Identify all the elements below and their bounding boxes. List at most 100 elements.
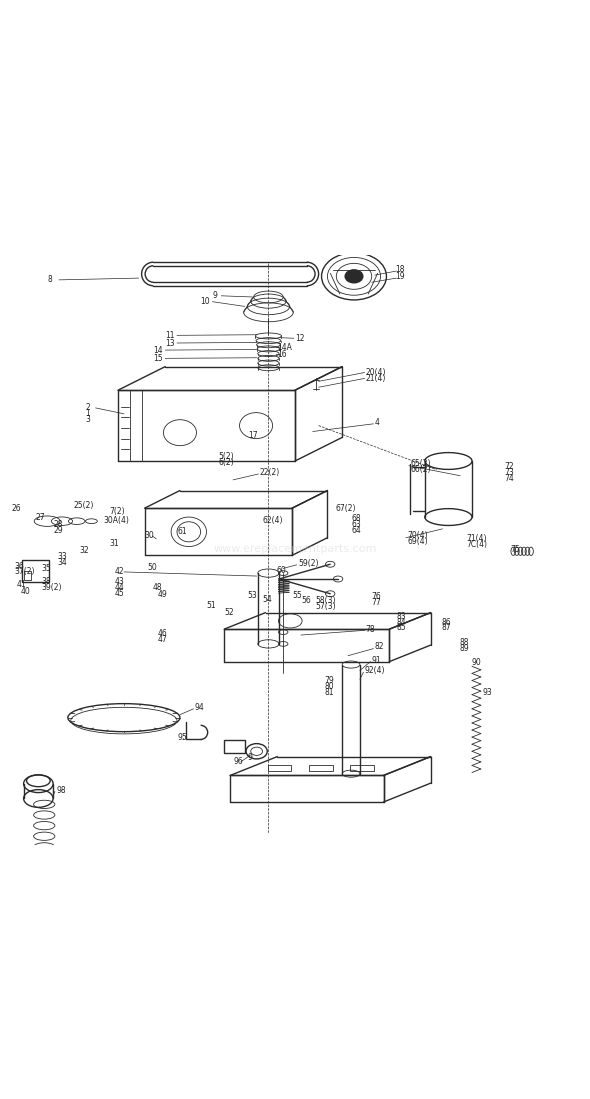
Text: 13: 13	[165, 338, 175, 347]
Text: 6(2): 6(2)	[218, 457, 234, 467]
Text: 51: 51	[206, 601, 216, 610]
Text: 57(3): 57(3)	[316, 602, 336, 611]
Text: 30: 30	[145, 532, 155, 541]
Text: 16: 16	[277, 351, 287, 359]
Bar	[224, 740, 245, 753]
Text: 71(4): 71(4)	[466, 534, 487, 543]
Text: 46: 46	[158, 629, 168, 637]
Text: 38: 38	[41, 577, 51, 587]
Text: 59(2): 59(2)	[298, 558, 319, 567]
Ellipse shape	[345, 270, 363, 282]
Text: 94: 94	[195, 702, 205, 711]
Text: 44: 44	[115, 584, 125, 592]
Text: 62(4): 62(4)	[263, 515, 283, 524]
Text: 18: 18	[395, 265, 405, 274]
Text: 22(2): 22(2)	[260, 468, 280, 477]
Text: 34: 34	[58, 558, 68, 567]
Text: 9: 9	[212, 291, 217, 300]
Text: 20(4): 20(4)	[366, 368, 386, 377]
Text: 14A: 14A	[277, 343, 292, 352]
Text: 69(4): 69(4)	[407, 537, 428, 546]
Text: 90: 90	[472, 658, 482, 667]
Text: 76: 76	[372, 592, 382, 601]
Text: 93: 93	[483, 688, 493, 697]
Text: 50: 50	[148, 563, 158, 571]
Text: 98: 98	[56, 786, 65, 795]
Text: 1: 1	[86, 409, 90, 419]
Text: 26: 26	[12, 503, 21, 513]
Text: 14: 14	[153, 345, 163, 355]
Text: 3: 3	[86, 415, 90, 424]
Text: 82: 82	[375, 642, 384, 652]
Text: 73: 73	[504, 468, 514, 477]
Text: 35: 35	[41, 564, 51, 573]
Text: 86: 86	[441, 618, 451, 626]
Text: 10: 10	[201, 297, 210, 307]
Text: 85: 85	[396, 623, 406, 632]
Bar	[22, 559, 49, 582]
Text: 83: 83	[396, 612, 406, 621]
Text: 31: 31	[109, 540, 119, 548]
Text: 17: 17	[248, 431, 257, 440]
Text: 7C(4): 7C(4)	[466, 541, 487, 550]
Text: 74: 74	[504, 474, 514, 484]
Text: 5(2): 5(2)	[218, 452, 234, 460]
Text: 91: 91	[372, 656, 381, 665]
Text: 7(2): 7(2)	[109, 507, 124, 515]
Text: 9: 9	[248, 753, 253, 762]
Text: 4: 4	[375, 418, 379, 428]
Bar	[309, 765, 333, 770]
Text: 32: 32	[80, 546, 89, 555]
Text: 92(4): 92(4)	[365, 666, 385, 675]
Text: 28: 28	[53, 520, 63, 530]
Text: 36: 36	[15, 562, 25, 570]
Text: 41: 41	[17, 580, 26, 589]
Text: 33: 33	[58, 552, 68, 562]
Text: 84: 84	[396, 618, 406, 626]
Text: 15: 15	[153, 354, 163, 363]
Text: 81: 81	[324, 688, 334, 697]
Text: 95: 95	[177, 733, 187, 742]
Text: 37(2): 37(2)	[15, 567, 35, 576]
Text: 55: 55	[292, 591, 302, 600]
Text: 61: 61	[177, 528, 186, 536]
Text: 77: 77	[372, 598, 382, 607]
Text: 87: 87	[441, 623, 451, 632]
Text: 66(2): 66(2)	[410, 465, 431, 475]
Text: 19: 19	[395, 271, 405, 281]
Text: 88: 88	[459, 639, 468, 647]
Text: 42: 42	[115, 567, 124, 576]
Bar	[350, 765, 374, 770]
Text: 89: 89	[459, 644, 468, 653]
Text: 45: 45	[115, 589, 125, 598]
Text: 29: 29	[53, 526, 63, 535]
Text: 40: 40	[21, 588, 31, 597]
Text: 72: 72	[504, 463, 514, 471]
Text: 11: 11	[165, 331, 175, 340]
Text: 80: 80	[324, 681, 334, 691]
Text: 58(3): 58(3)	[316, 597, 336, 606]
Text: 67(2): 67(2)	[335, 503, 356, 513]
Text: 25(2): 25(2)	[74, 501, 94, 510]
Text: 60: 60	[276, 566, 286, 575]
Text: 75: 75	[510, 545, 520, 554]
Text: 8: 8	[47, 276, 52, 285]
Text: 63: 63	[351, 520, 361, 529]
Text: 2: 2	[86, 403, 90, 412]
Text: 27: 27	[35, 512, 45, 522]
Bar	[24, 571, 31, 580]
Text: 70(4): 70(4)	[407, 532, 428, 541]
Text: 43: 43	[115, 577, 125, 587]
Text: 48: 48	[152, 584, 162, 592]
Bar	[268, 765, 291, 770]
Text: 21(4): 21(4)	[366, 374, 386, 382]
Text: 30A(4): 30A(4)	[103, 515, 129, 524]
Text: 52: 52	[224, 608, 234, 618]
Text: 78: 78	[366, 624, 375, 634]
Text: 12: 12	[295, 334, 304, 343]
Text: 39(2): 39(2)	[41, 584, 62, 592]
Text: www.ereplacementparts.com: www.ereplacementparts.com	[214, 544, 376, 555]
Text: 79: 79	[324, 676, 335, 685]
Text: 56: 56	[301, 597, 311, 606]
Text: 53: 53	[248, 591, 258, 600]
